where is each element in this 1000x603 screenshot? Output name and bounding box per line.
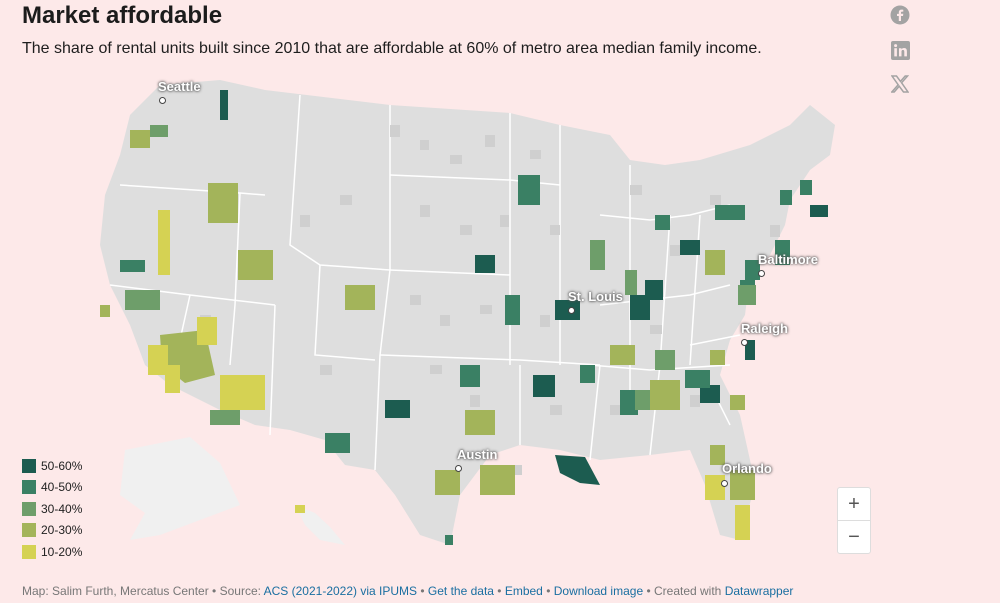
x-icon[interactable] — [889, 73, 911, 95]
legend-swatch — [22, 501, 36, 516]
legend-item: 20-30% — [22, 520, 82, 542]
linkedin-icon[interactable] — [889, 39, 911, 61]
footer-separator: • — [542, 584, 554, 598]
legend-swatch — [22, 544, 36, 559]
footer-separator: • — [493, 584, 505, 598]
legend-item: 40-50% — [22, 477, 82, 499]
metros-50-60 — [220, 90, 828, 485]
zoom-in-button[interactable]: + — [838, 488, 870, 521]
city-marker-baltimore[interactable] — [758, 270, 765, 277]
city-label-st-louis: St. Louis — [568, 289, 623, 304]
city-marker-st-louis[interactable] — [568, 307, 575, 314]
city-label-orlando: Orlando — [722, 461, 772, 476]
city-label-austin: Austin — [457, 447, 498, 462]
legend-swatch — [22, 523, 36, 538]
zoom-out-button[interactable]: − — [848, 525, 860, 548]
source-link[interactable]: ACS (2021-2022) via IPUMS — [263, 584, 418, 598]
city-marker-seattle[interactable] — [159, 97, 166, 104]
embed-link[interactable]: Embed — [504, 584, 543, 598]
footer: Map: Salim Furth, Mercatus Center • Sour… — [22, 584, 793, 598]
city-label-seattle: Seattle — [158, 79, 201, 94]
legend-swatch — [22, 480, 36, 495]
city-label-baltimore: Baltimore — [758, 252, 818, 267]
page-title: Market affordable — [22, 2, 223, 29]
legend-label: 50-60% — [41, 458, 83, 473]
legend-swatch — [22, 458, 36, 473]
get-data-link[interactable]: Get the data — [427, 584, 494, 598]
facebook-icon[interactable] — [889, 4, 911, 26]
us-county-map[interactable] — [90, 65, 870, 545]
zoom-control: + − — [837, 487, 871, 554]
legend: 50-60% 40-50% 30-40% 20-30% 10-20% — [22, 455, 82, 563]
metros-10-20 — [148, 210, 750, 540]
hawaii-shape — [295, 505, 345, 545]
metros-40-50 — [120, 175, 812, 545]
alaska-shape — [120, 437, 240, 540]
city-marker-raleigh[interactable] — [741, 339, 748, 346]
page-subtitle: The share of rental units built since 20… — [22, 40, 762, 57]
contiguous-us-shape — [100, 80, 835, 545]
legend-label: 30-40% — [41, 501, 83, 516]
legend-item: 10-20% — [22, 541, 82, 563]
footer-separator: • — [417, 584, 428, 598]
footer-credit: Map: Salim Furth, Mercatus Center • Sour… — [22, 584, 264, 598]
city-marker-austin[interactable] — [455, 465, 462, 472]
legend-item: 30-40% — [22, 498, 82, 520]
legend-label: 40-50% — [41, 480, 83, 495]
datawrapper-link[interactable]: Datawrapper — [724, 584, 794, 598]
footer-created-with: • Created with — [643, 584, 725, 598]
legend-label: 20-30% — [41, 523, 83, 538]
city-marker-orlando[interactable] — [721, 480, 728, 487]
legend-item: 50-60% — [22, 455, 82, 477]
download-image-link[interactable]: Download image — [553, 584, 644, 598]
legend-label: 10-20% — [41, 544, 83, 559]
city-label-raleigh: Raleigh — [741, 321, 788, 336]
